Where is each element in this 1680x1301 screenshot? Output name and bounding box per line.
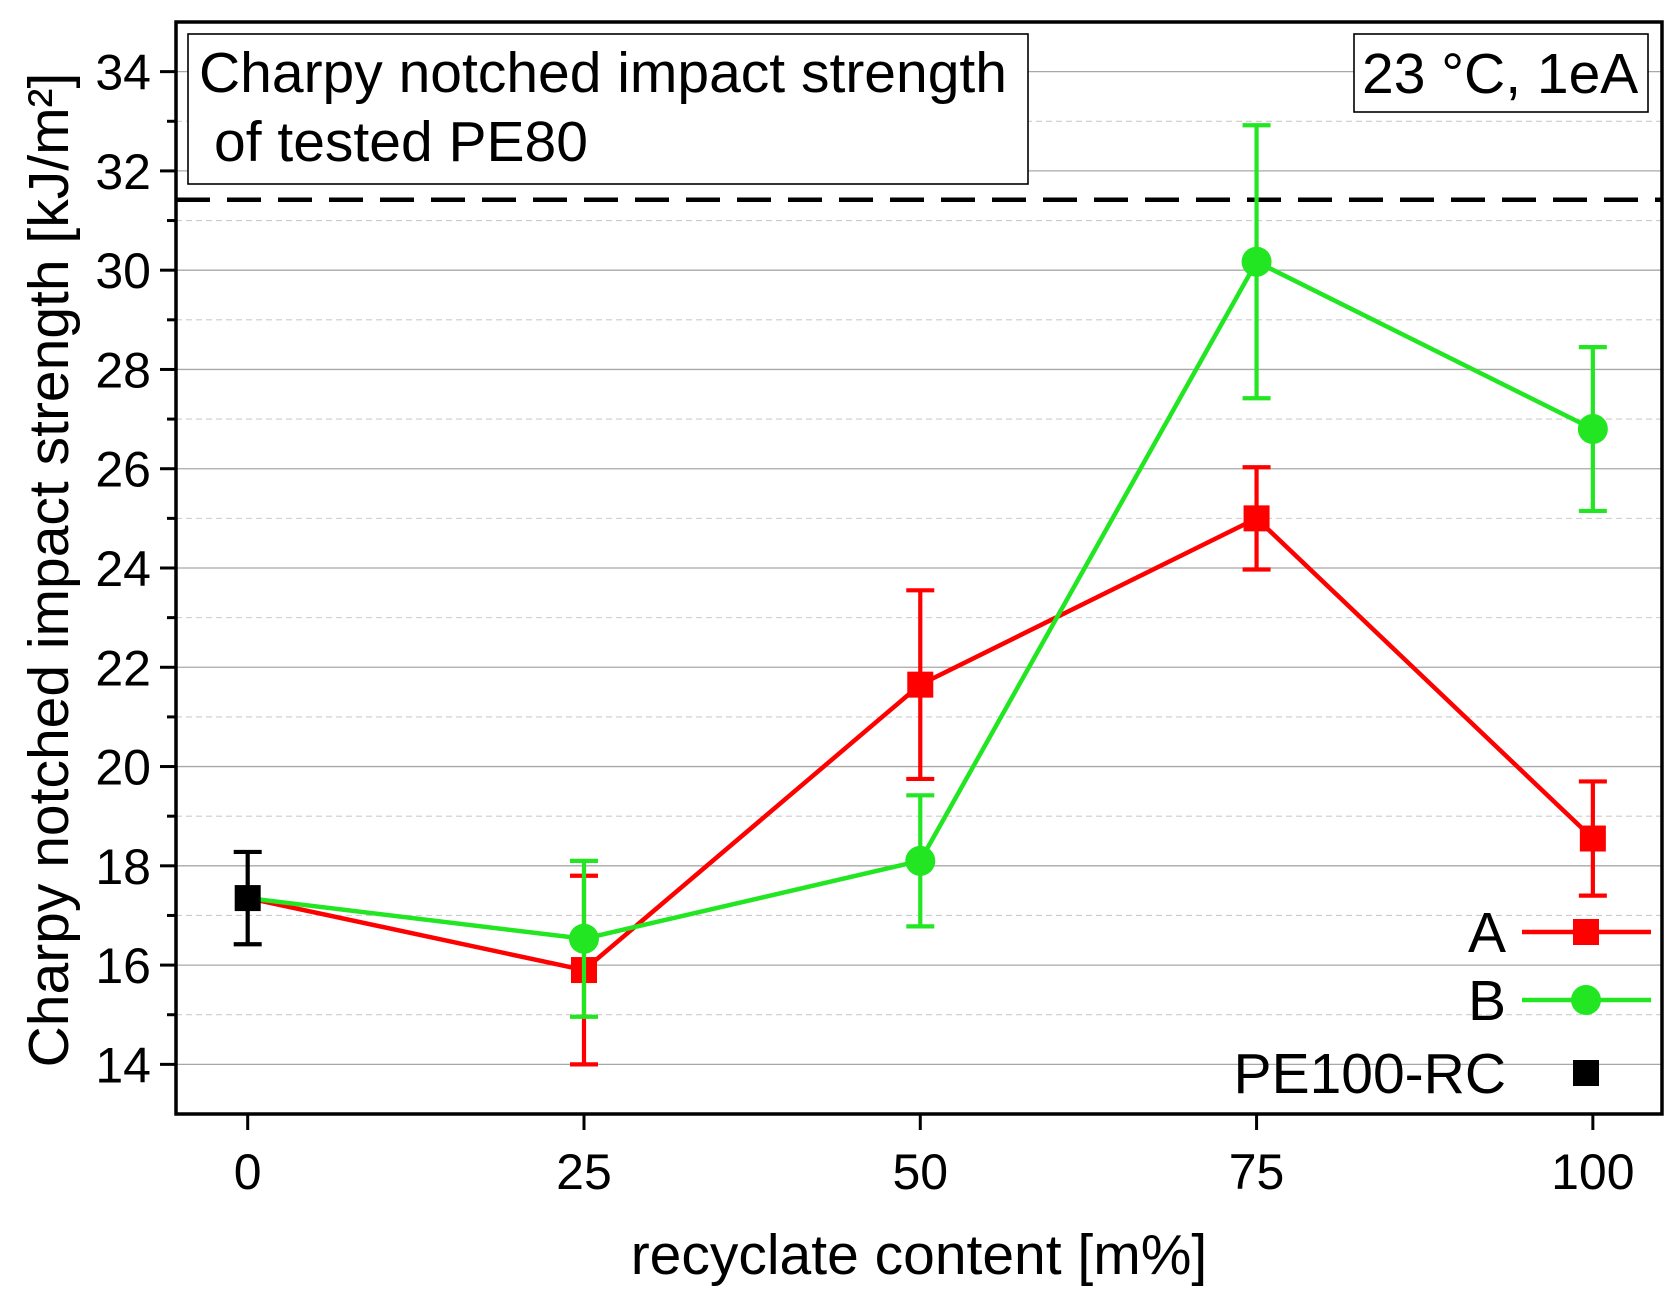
condition-annotation-text: 23 °C, 1eA <box>1362 42 1638 106</box>
marker-b-75 <box>1241 246 1272 277</box>
marker-a-100 <box>1579 825 1606 852</box>
y-tick-label: 32 <box>95 144 151 200</box>
x-tick-label: 100 <box>1551 1144 1634 1200</box>
y-axis-label: Charpy notched impact strength [kJ/m²] <box>17 73 81 1068</box>
title-annotation: Charpy notched impact strength of tested … <box>187 33 1029 185</box>
y-tick-label: 18 <box>95 839 151 895</box>
y-tick-label: 16 <box>95 938 151 994</box>
legend-entry-pe100-rc: PE100-RC <box>1234 1042 1599 1106</box>
marker-a-50 <box>907 671 934 698</box>
legend: AB PE100-RC <box>1234 901 1651 1106</box>
marker-pe100-rc-0 <box>234 885 261 912</box>
legend-marker-a <box>1573 919 1599 945</box>
annotations: Charpy notched impact strength of tested … <box>187 33 1649 185</box>
title-annotation-line-2: of tested PE80 <box>214 110 588 174</box>
marker-b-100 <box>1577 414 1608 445</box>
legend-entry-a: A <box>1468 901 1651 965</box>
marker-a-75 <box>1243 505 1270 532</box>
y-tick-label: 26 <box>95 442 151 498</box>
y-tick-label: 28 <box>95 342 151 398</box>
x-tick-label: 25 <box>556 1144 612 1200</box>
legend-label-b: B <box>1468 969 1506 1033</box>
legend-label-a: A <box>1468 901 1506 965</box>
x-tick-label: 0 <box>234 1144 262 1200</box>
marker-b-25 <box>568 923 599 954</box>
condition-annotation: 23 °C, 1eA <box>1353 33 1649 113</box>
condition-annotation-box <box>1353 33 1649 113</box>
y-tick-label: 22 <box>95 640 151 696</box>
y-tick-label: 20 <box>95 740 151 796</box>
legend-marker-b <box>1571 985 1601 1015</box>
x-tick-label: 75 <box>1229 1144 1285 1200</box>
title-annotation-text: Charpy notched impact strength of tested … <box>199 41 1007 174</box>
x-tick-label: 50 <box>892 1144 948 1200</box>
series-pe100-rc <box>233 849 262 947</box>
condition-annotation-line-1: 23 °C, 1eA <box>1362 42 1638 106</box>
y-tick-label: 34 <box>95 45 151 101</box>
legend-label-pe100-rc: PE100-RC <box>1234 1042 1506 1106</box>
series-a <box>247 465 1607 1067</box>
y-tick-label: 30 <box>95 243 151 299</box>
legend-marker-pe100-rc <box>1573 1060 1599 1086</box>
axes: 14 16 18 20 22 24 26 28 30 32 34 0 25 50 75 100 <box>95 45 1634 1200</box>
data-series <box>233 123 1608 1067</box>
y-tick-label: 24 <box>95 541 151 597</box>
legend-entry-b: B <box>1468 969 1651 1033</box>
y-tick-label: 14 <box>95 1037 151 1093</box>
title-annotation-line-1: Charpy notched impact strength <box>199 41 1007 105</box>
x-axis-label: recyclate content [m%] <box>631 1223 1208 1287</box>
series-b <box>247 123 1608 1019</box>
title-annotation-box <box>187 33 1029 185</box>
marker-b-50 <box>905 845 936 876</box>
